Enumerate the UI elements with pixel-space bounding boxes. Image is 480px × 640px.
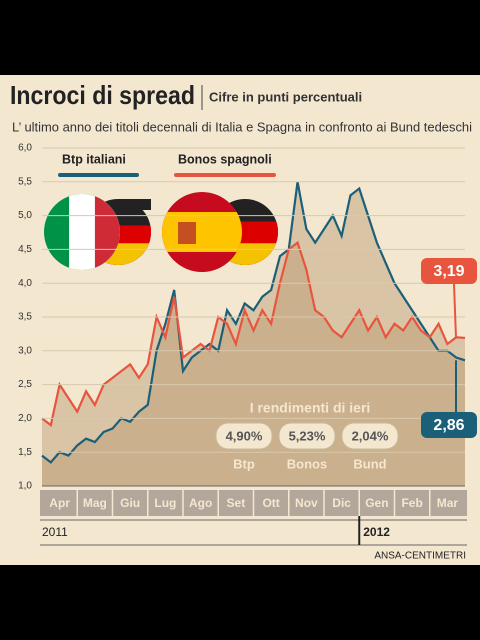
legend-label: Btp italiani [62, 152, 126, 166]
yield-value: 2,04% [352, 428, 389, 443]
x-tick-label: Apr [49, 496, 70, 510]
x-tick-label: Nov [295, 496, 318, 510]
yield-value: 4,90% [226, 428, 263, 443]
x-tick-label: Set [227, 496, 246, 510]
y-tick-label: 3,0 [18, 345, 32, 356]
y-tick-label: 4,0 [18, 278, 32, 289]
yield-box [278, 422, 336, 450]
subtitle: Cifre in punti percentuali [209, 89, 362, 104]
yield-box [215, 422, 273, 450]
source: ANSA-CENTIMETRI [374, 551, 466, 562]
x-tick-label: Ago [189, 496, 212, 510]
description: L’ ultimo anno dei titoli decennali di I… [12, 120, 472, 134]
x-tick-label: Feb [401, 496, 422, 510]
x-tick-label: Giu [120, 496, 140, 510]
area [42, 181, 465, 487]
end-label-box [421, 412, 477, 438]
y-tick-label: 2,0 [18, 413, 32, 424]
x-tick-label: Dic [332, 496, 351, 510]
background [0, 75, 480, 565]
yields-title: I rendimenti di ieri [250, 400, 371, 416]
year-label: 2012 [363, 525, 390, 539]
end-pointer [453, 283, 457, 338]
y-tick-label: 4,5 [18, 244, 32, 255]
x-tick-label: Lug [154, 496, 176, 510]
yield-name: Btp [233, 456, 255, 471]
y-tick-label: 1,5 [18, 447, 32, 458]
chart-title: Incroci di spread [10, 80, 195, 110]
x-tick-label: Mag [83, 496, 107, 510]
y-tick-label: 3,5 [18, 312, 32, 323]
x-tick-label: Ott [262, 496, 279, 510]
yield-name: Bonos [287, 456, 327, 471]
y-tick-label: 6,0 [18, 143, 32, 154]
year-label: 2011 [42, 525, 68, 539]
end-label-box [421, 258, 477, 284]
yield-box [341, 422, 399, 450]
end-label: 3,19 [433, 263, 464, 280]
end-label: 2,86 [433, 417, 464, 434]
x-tick-label: Mar [437, 496, 459, 510]
yield-name: Bund [353, 456, 386, 471]
y-tick-label: 2,5 [18, 379, 32, 390]
line [41, 240, 466, 428]
yield-value: 5,23% [289, 428, 326, 443]
y-tick-label: 5,5 [18, 176, 32, 187]
y-tick-label: 5,0 [18, 210, 32, 221]
legend-label: Bonos spagnoli [178, 152, 272, 166]
x-tick-label: Gen [365, 496, 388, 510]
y-tick-label: 1,0 [18, 481, 32, 492]
